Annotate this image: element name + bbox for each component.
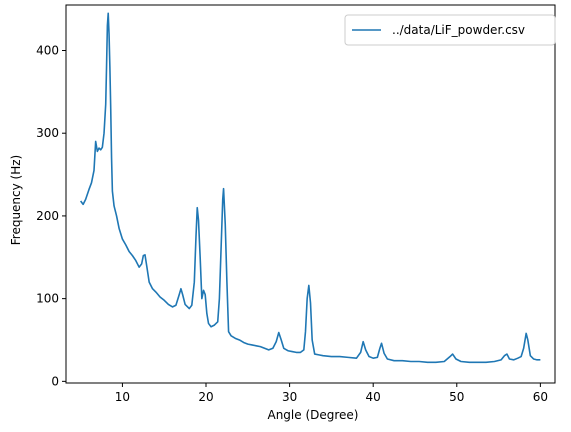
y-tick-label: 400 bbox=[36, 43, 59, 57]
y-axis-title: Frequency (Hz) bbox=[9, 155, 23, 246]
series-layer bbox=[79, 12, 541, 364]
legend-box bbox=[344, 14, 556, 46]
x-axis-title: Angle (Degree) bbox=[267, 408, 358, 422]
x-tick-label: 30 bbox=[282, 390, 297, 404]
plot-frame bbox=[65, 4, 556, 384]
y-tick-label: 0 bbox=[51, 374, 59, 388]
x-tick-label: 40 bbox=[366, 390, 381, 404]
x-tick-label: 10 bbox=[115, 390, 130, 404]
y-tick-label: 300 bbox=[36, 126, 59, 140]
x-tick-label: 60 bbox=[533, 390, 548, 404]
y-tick-label: 200 bbox=[36, 209, 59, 223]
y-tick-label: 100 bbox=[36, 292, 59, 306]
ticks-layer: 10 20 30 40 50 60 0 100 200 300 400 bbox=[36, 43, 548, 404]
series-line-0 bbox=[79, 12, 541, 364]
x-tick-label: 50 bbox=[449, 390, 464, 404]
legend: ../data/LiF_powder.csv bbox=[344, 14, 556, 46]
legend-label: ../data/LiF_powder.csv bbox=[392, 23, 525, 37]
axes-layer bbox=[65, 4, 556, 384]
x-tick-label: 20 bbox=[198, 390, 213, 404]
